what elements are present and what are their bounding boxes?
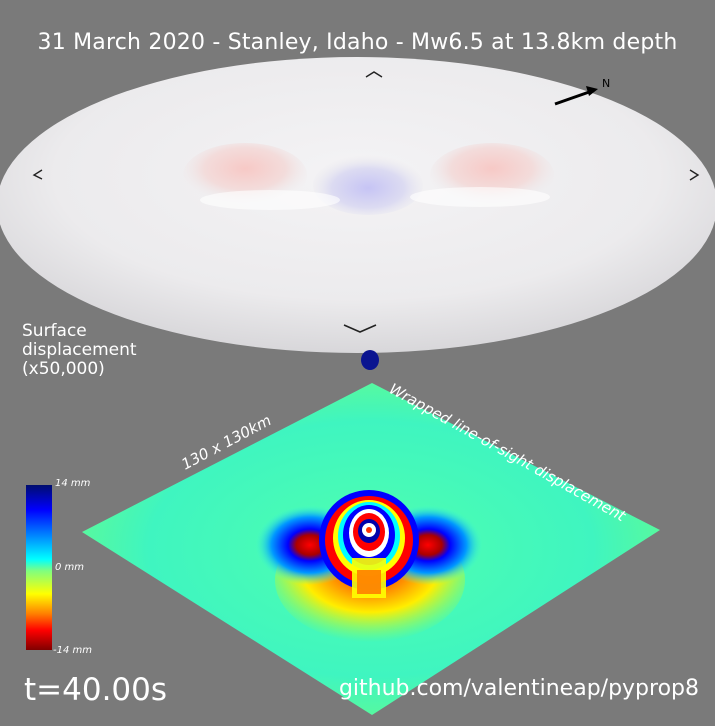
marker-top: [365, 71, 383, 78]
surface-disc: [0, 57, 715, 353]
insar-plane: [82, 383, 660, 715]
marker-bottom: [343, 324, 377, 333]
marker-right: [689, 169, 700, 181]
marker-left: [32, 169, 43, 180]
credit-link: github.com/valentineap/pyprop8: [338, 676, 699, 701]
colorbar-max-label: 14 mm: [55, 478, 91, 489]
colorbar: [26, 485, 52, 650]
north-arrow-icon: [554, 86, 598, 106]
figure-title: 31 March 2020 - Stanley, Idaho - Mw6.5 a…: [37, 30, 678, 55]
source-marker: [361, 350, 379, 370]
surface-displacement-label: Surface displacement (x50,000): [22, 321, 137, 379]
colorbar-mid-label: 0 mm: [55, 562, 85, 573]
colorbar-min-label: -14 mm: [53, 645, 92, 656]
time-readout: t=40.00s: [24, 672, 168, 708]
north-label: N: [602, 77, 610, 90]
